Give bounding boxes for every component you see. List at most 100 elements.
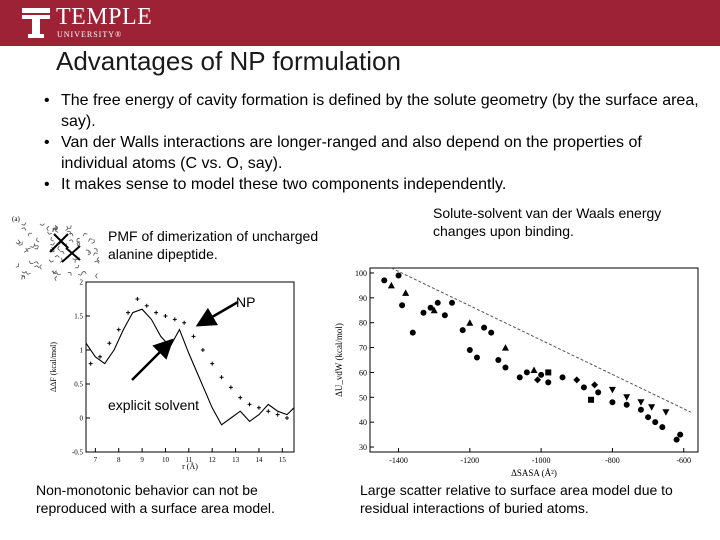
y-tick-label: 100 [355,269,367,278]
y-tick-label: 0 [80,415,84,423]
explicit-solvent-point [116,327,121,332]
explicit-solvent-point [219,375,224,380]
x-tick-label: 11 [185,456,192,464]
explicit-solvent-point [256,405,261,410]
y-axis-label: ΔΔF (kcal/mol) [49,342,58,392]
y-tick-label: 60 [359,368,367,377]
scatter-point-circle [481,324,488,331]
scatter-point-circle [399,302,406,309]
scatter-point-diamond [573,376,581,384]
scatter-point-circle [488,329,495,336]
vdw-caption: Solute-solvent van der Waals energy chan… [433,205,662,239]
y-tick-label: 90 [359,294,367,303]
scatter-point-circle [395,272,402,279]
scatter-point-circle [609,399,616,406]
scatter-point-triangle-down [648,404,656,411]
explicit-solvent-point [284,416,289,420]
explicit-solvent-point [210,361,215,366]
logo-subtext: UNIVERSITY® [57,30,123,39]
x-tick-label: -600 [676,456,691,465]
explicit-solvent-point [266,409,271,414]
x-tick-label: 12 [209,456,217,464]
bullet-item: It makes sense to model these two compon… [40,174,710,195]
surface-area-reference-line [391,267,692,413]
explicit-solvent-point [135,297,140,301]
scatter-point-circle [523,369,530,376]
x-tick-label: 14 [255,456,263,464]
explicit-solvent-point [144,303,149,308]
scatter-point-circle [545,379,552,386]
y-tick-label: 70 [359,344,367,353]
scatter-point-circle [645,414,652,421]
x-tick-label: -800 [605,456,620,465]
y-tick-label: 1.5 [74,313,83,321]
np-series-line [85,308,295,426]
scatter-point-triangle-up [530,366,538,373]
explicit-solvent-point [98,354,103,359]
scatter-point-circle [427,304,434,311]
explicit-solvent-label: explicit solvent [108,397,200,413]
scatter-point-square [588,396,595,403]
x-tick-label: -1400 [389,456,408,465]
scatter-point-triangle-up [501,344,509,351]
pmf-caption: PMF of dimerization of uncharged alanine… [108,228,319,262]
scatter-point-circle [409,329,416,336]
x-axis-label: r (Å) [182,462,198,471]
x-tick-label: 10 [162,456,170,464]
scatter-point-circle [659,424,666,431]
plot-frame [85,281,295,453]
temple-t-logo-icon [22,8,50,38]
slide-title: Advantages of NP formulation [56,46,401,76]
explicit-solvent-point [200,348,205,352]
scatter-point-circle [473,354,480,361]
scatter-point-circle [466,347,473,354]
scatter-point-circle [459,327,466,334]
y-tick-label: 30 [359,443,367,452]
scatter-point-circle [677,431,684,438]
np-label: NP [236,294,256,310]
left-bottom-caption: Non-monotonic behavior can not be reprod… [36,482,275,516]
x-tick-label: 13 [232,456,240,464]
y-tick-label: 1 [80,347,84,355]
y-tick-label: 50 [359,393,367,402]
scatter-point-circle [381,277,388,284]
x-tick-label: -1200 [460,456,479,465]
scatter-point-circle [495,357,502,363]
scatter-point-circle [673,436,680,443]
y-tick-label: 2 [80,279,84,287]
explicit-solvent-point [182,320,187,325]
pmf-chart: 7 8 9 10 11 12 13 14 15 -0.5 0 0.5 1 1.5 2 r (Å) ΔΔF (… [49,279,295,471]
scatter-point-triangle-down [608,386,616,394]
logo-wordmark: TEMPLE [56,4,153,30]
explicit-solvent-point [191,334,196,339]
scatter-point-circle [449,299,455,306]
scatter-point-triangle-up [402,289,410,296]
x-axis-label: ΔSASA (Å²) [511,468,557,478]
scatter-point-triangle-down [662,409,670,416]
y-tick-label: 0.5 [74,381,83,389]
scatter-point-circle [637,406,644,413]
y-axis-label: ΔU_vdW (kcal/mol) [334,323,344,397]
scatter-point-diamond [591,381,599,389]
x-tick-label: 7 [94,456,98,464]
explicit-solvent-point [88,361,93,366]
scatter-point-triangle-up [387,281,395,289]
explicit-solvent-point [275,412,280,417]
y-tick-label: 80 [359,319,367,328]
scatter-point-circle [623,401,630,408]
scatter-point-circle [595,389,602,396]
x-tick-label: 8 [117,456,121,464]
y-tick-label: -0.5 [72,449,84,457]
scatter-point-triangle-up [466,319,474,326]
scatter-point-circle [652,419,659,426]
scatter-point-diamond [534,376,542,384]
right-bottom-caption: Large scatter relative to surface area m… [360,482,673,516]
explicit-solvent-point [172,317,177,322]
x-tick-label: 15 [279,456,287,464]
scatter-point-circle [559,374,566,381]
scatter-point-circle [420,309,427,316]
scatter-point-circle [502,364,509,371]
vdw-scatter-chart: -1400 -1200 -1000 -800 -600 30 40 50 60 70 80 90 100… [334,267,699,478]
bullet-item: Van der Walls interactions are longer-ra… [40,132,710,174]
scatter-point-circle [580,384,587,391]
